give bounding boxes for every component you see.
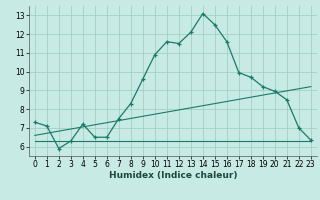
X-axis label: Humidex (Indice chaleur): Humidex (Indice chaleur) (108, 171, 237, 180)
